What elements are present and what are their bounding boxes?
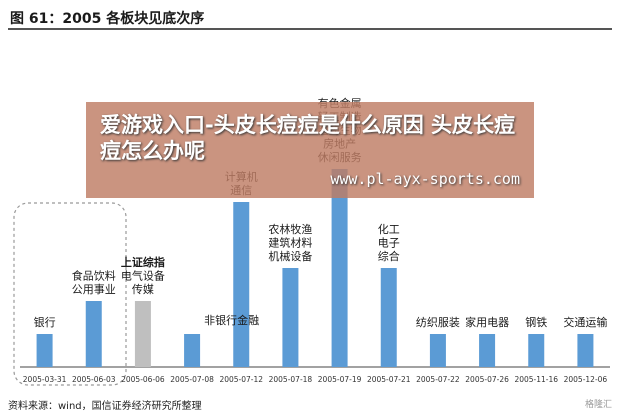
x-tick-label: 2005-06-03 — [72, 375, 116, 384]
bar-2005-07-19 — [331, 169, 348, 367]
sector-label: 钢铁 — [525, 316, 547, 329]
sector-label: 化工 — [378, 222, 400, 236]
x-tick-label: 2005-07-21 — [367, 375, 411, 384]
sector-label: 农林牧渔 — [268, 222, 312, 236]
x-tick-label: 2005-06-06 — [121, 375, 165, 384]
bar-2005-06-03 — [85, 301, 102, 367]
sector-label: 机械设备 — [268, 249, 312, 263]
x-tick-label: 2005-07-18 — [269, 375, 313, 384]
bar-2005-11-16 — [528, 334, 545, 367]
overlay-banner[interactable]: 爱游戏入口-头皮长痘痘是什么原因 头皮长痘痘怎么办呢 www.pl-ayx-sp… — [86, 102, 534, 198]
x-tick-label: 2005-11-16 — [514, 375, 558, 384]
sector-label: 传媒 — [132, 283, 154, 296]
bars-group — [36, 169, 594, 367]
bar-2005-03-31 — [36, 334, 53, 367]
sector-label: 纺织服装 — [416, 315, 460, 329]
bar-2005-07-12 — [233, 202, 250, 367]
chart-title: 图 61：2005 各板块见底次序 — [10, 11, 205, 27]
sector-label: 上证综指 — [121, 255, 165, 269]
sector-label: 交通运输 — [563, 315, 607, 329]
source-note: 资料来源：wind，国信证券经济研究所整理 — [8, 401, 202, 412]
title-divider — [8, 28, 612, 30]
sector-label: 建筑材料 — [268, 236, 312, 250]
x-tick-labels-group: 2005-03-31 2005-06-03 2005-06-06 2005-07-08… — [23, 375, 608, 384]
grouped-box — [13, 202, 127, 386]
sector-label: 银行 — [34, 315, 56, 329]
bar-2005-06-06 — [134, 301, 151, 367]
sector-label: 非银行金融 — [204, 313, 259, 327]
x-tick-label: 2005-12-06 — [564, 375, 608, 384]
bar-2005-07-18 — [282, 268, 299, 367]
sector-label: 电气设备 — [121, 269, 165, 283]
bar-2005-07-26 — [479, 334, 496, 367]
bar-2005-12-06 — [577, 334, 594, 367]
x-tick-label: 2005-07-08 — [170, 375, 214, 384]
x-tick-label: 2005-07-12 — [219, 375, 263, 384]
x-tick-label: 2005-07-22 — [416, 375, 460, 384]
watermark: 格隆汇 — [584, 400, 612, 410]
x-tick-label: 2005-03-31 — [23, 375, 67, 384]
bar-2005-07-08 — [184, 334, 201, 367]
banner-url[interactable]: www.pl-ayx-sports.com — [330, 170, 520, 188]
x-tick-label: 2005-07-19 — [318, 375, 362, 384]
bar-2005-07-21 — [380, 268, 397, 367]
sector-label: 家用电器 — [465, 315, 509, 329]
sector-label: 电子 — [378, 237, 400, 250]
sector-label: 综合 — [378, 249, 400, 263]
sector-label: 公用事业 — [72, 283, 116, 296]
sector-label: 食品饮料 — [72, 269, 116, 283]
x-tick-label: 2005-07-26 — [465, 375, 509, 384]
bar-2005-07-22 — [429, 334, 446, 367]
banner-title[interactable]: 爱游戏入口-头皮长痘痘是什么原因 头皮长痘痘怎么办呢 — [100, 113, 516, 163]
